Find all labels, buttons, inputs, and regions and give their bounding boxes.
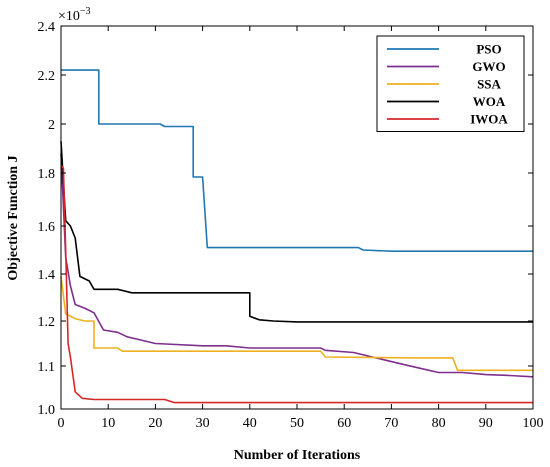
x-tick-label: 70 xyxy=(384,416,398,431)
legend-label-pso: PSO xyxy=(476,42,501,57)
axes xyxy=(60,25,534,410)
x-tick-label: 80 xyxy=(432,416,446,431)
series-line-gwo xyxy=(60,153,534,378)
x-tick-label: 30 xyxy=(196,416,210,431)
x-tick-label: 50 xyxy=(290,416,304,431)
x-tick-label: 40 xyxy=(243,416,257,431)
y-tick-label: 2.2 xyxy=(38,69,56,84)
series-line-pso xyxy=(61,69,533,252)
x-tick-label: 90 xyxy=(479,416,493,431)
x-tick-label: 10 xyxy=(101,416,115,431)
legend: PSO GWO SSA WOA IWOA xyxy=(376,35,525,132)
series-line-ssa xyxy=(60,276,533,372)
y-tick-label: 2.4 xyxy=(38,20,56,35)
series-layer xyxy=(60,69,534,404)
series-line-woa xyxy=(60,141,533,323)
legend-label-iwoa: IWOA xyxy=(470,112,508,127)
tick-labels: 0 10 20 30 40 50 60 70 80 90 100 1.0 1.1 1.2 1.4 1.6 1.8… xyxy=(38,20,544,431)
y-tick-label: 1.1 xyxy=(38,360,56,375)
y-tick-label: 1.0 xyxy=(38,403,56,418)
y-axis-title: Objective Function J xyxy=(6,155,21,280)
legend-label-ssa: SSA xyxy=(477,77,501,92)
legend-label-gwo: GWO xyxy=(472,59,505,74)
legend-label-woa: WOA xyxy=(473,94,506,109)
x-tick-label: 100 xyxy=(523,416,544,431)
x-tick-label: 60 xyxy=(337,416,351,431)
y-tick-label: 1.4 xyxy=(38,268,56,283)
x-tick-label: 20 xyxy=(148,416,162,431)
x-axis-title: Number of Iterations xyxy=(234,448,361,463)
y-tick-label: 2 xyxy=(48,118,55,133)
y-tick-label: 1.2 xyxy=(38,315,56,330)
y-tick-label: 1.8 xyxy=(38,167,56,182)
y-multiplier-label: ×10−3 xyxy=(58,6,91,24)
y-multiplier-exponent: −3 xyxy=(80,6,91,17)
series-line-iwoa xyxy=(60,165,533,404)
x-tick-label: 0 xyxy=(58,416,65,431)
y-tick-label: 1.6 xyxy=(38,220,56,235)
